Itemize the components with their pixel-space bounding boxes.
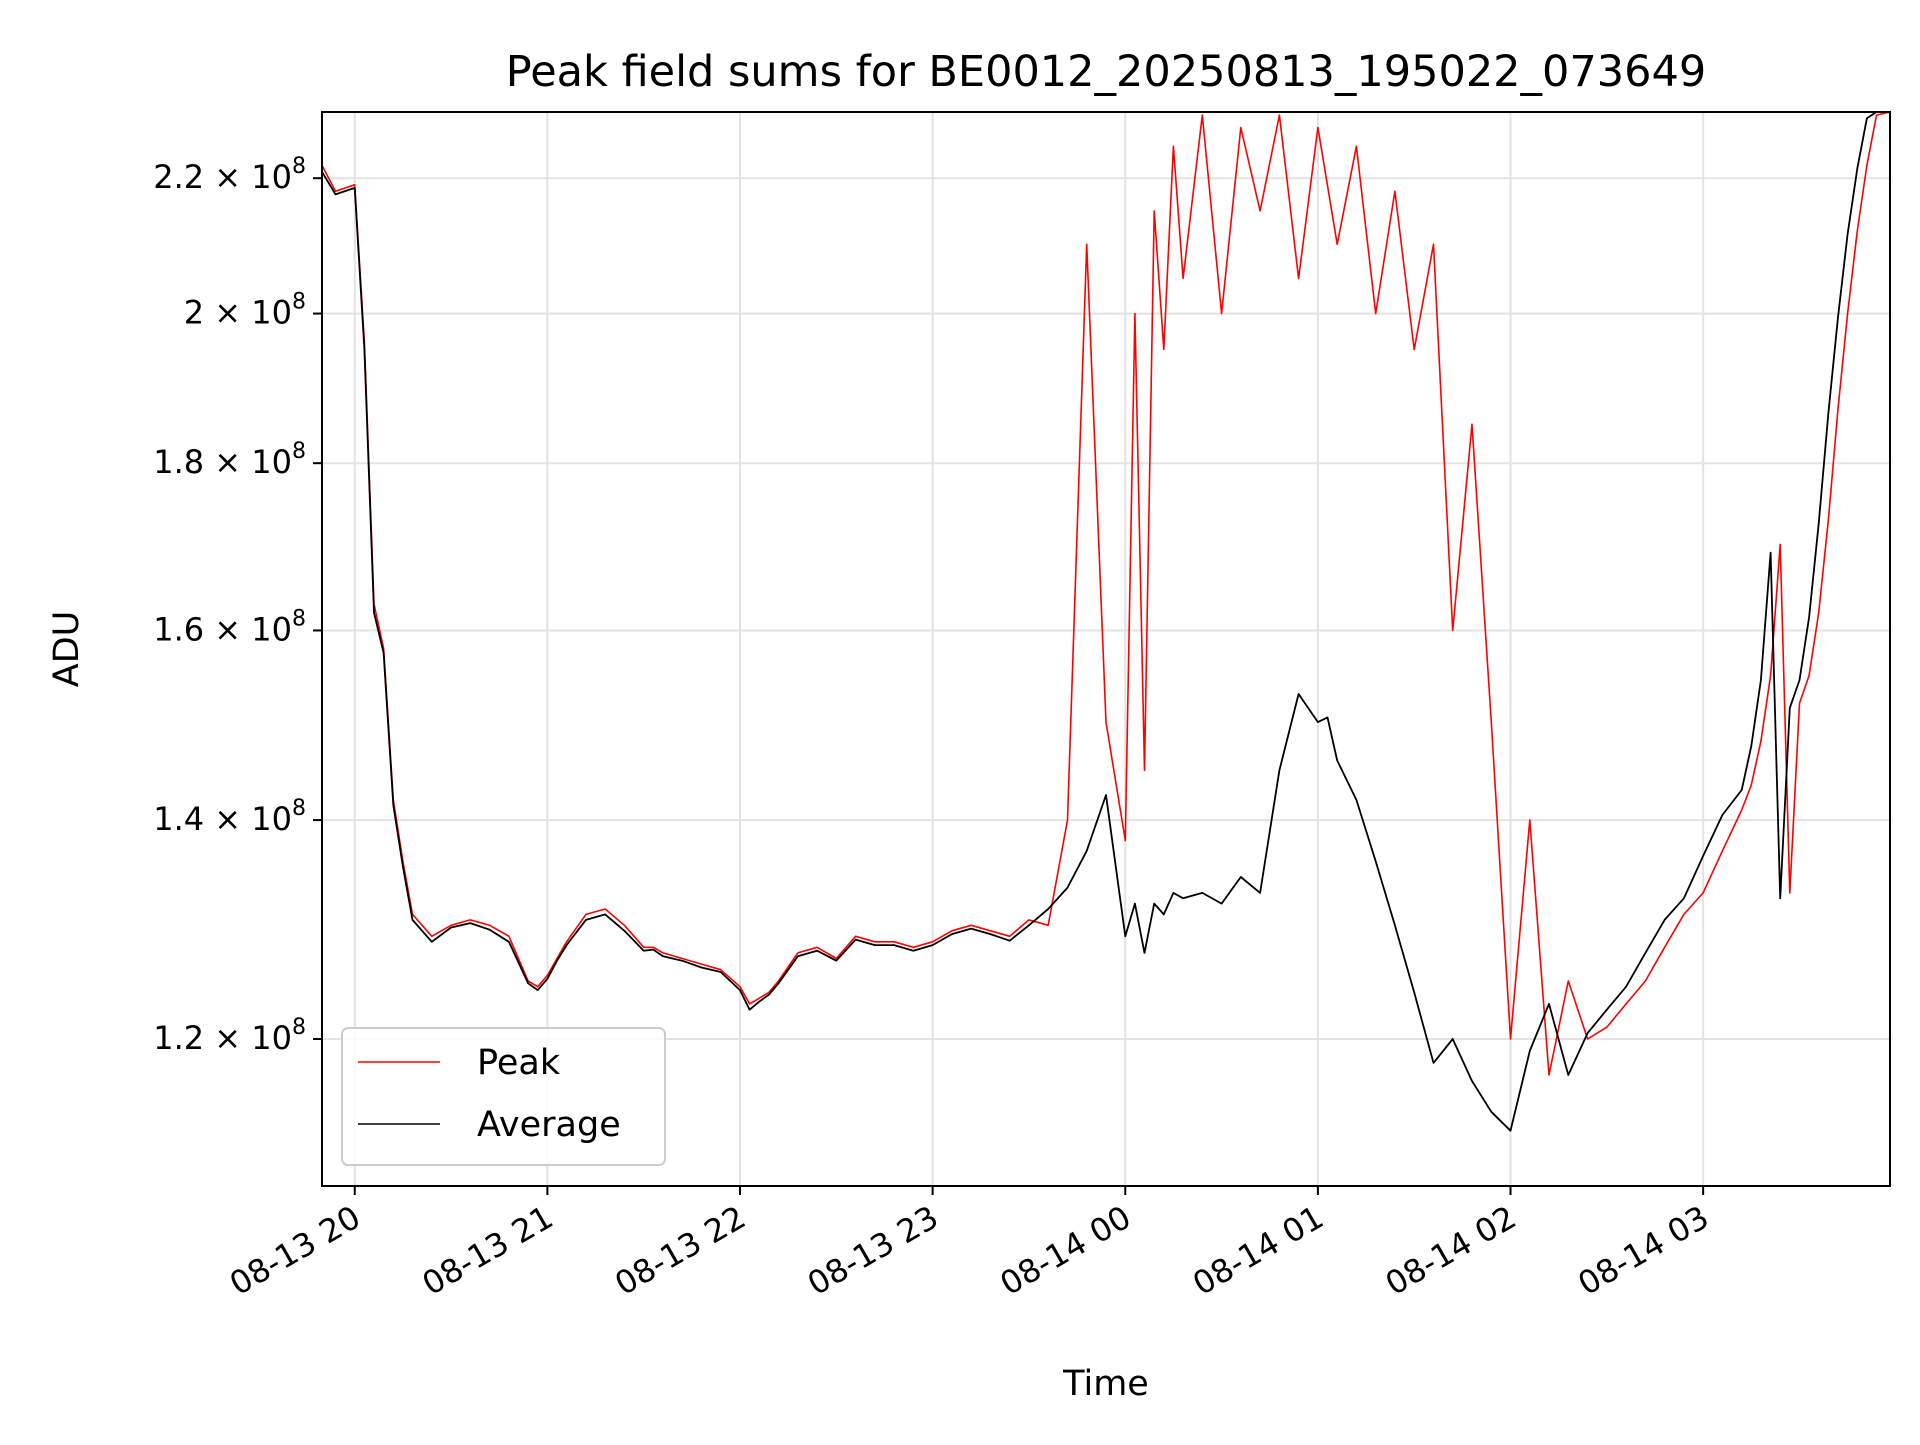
y-tick-label: 1.8 × 108 <box>153 439 306 481</box>
series-line-average <box>321 111 1890 1132</box>
y-tick-label: 1.6 × 108 <box>153 606 306 648</box>
legend-label-peak: Peak <box>477 1043 561 1083</box>
y-tick-label: 1.2 × 108 <box>153 1015 306 1057</box>
y-tick-label: 1.4 × 108 <box>153 796 306 838</box>
y-tick-label: 2.2 × 108 <box>153 154 306 196</box>
legend-label-average: Average <box>477 1105 621 1145</box>
legend: Peak Average <box>341 1027 666 1166</box>
grid-layer <box>322 112 1890 1186</box>
plot-frame <box>321 111 1891 1187</box>
y-tick-label: 2 × 108 <box>184 290 306 332</box>
chart-title: Peak field sums for BE0012_20250813_1950… <box>506 47 1706 97</box>
y-axis-label: ADU <box>47 611 87 688</box>
series-line-peak <box>321 111 1891 1076</box>
x-axis-label: Time <box>1062 1364 1149 1404</box>
series-layer <box>321 111 1891 1132</box>
y-axis: 1.2 × 108 1.4 × 108 1.6 × 108 1.8 × 108 2 × … <box>153 154 322 1057</box>
